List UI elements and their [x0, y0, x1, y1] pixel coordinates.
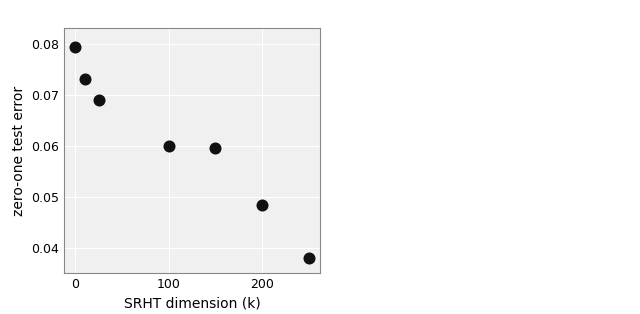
Point [257, 202, 267, 207]
Point [303, 255, 314, 260]
Point [70, 45, 81, 50]
Y-axis label: zero-one test error: zero-one test error [12, 86, 26, 216]
Point [93, 97, 104, 102]
X-axis label: SRHT dimension (k): SRHT dimension (k) [124, 297, 260, 311]
Point [210, 146, 220, 151]
Point [164, 143, 174, 148]
Point [79, 77, 90, 82]
